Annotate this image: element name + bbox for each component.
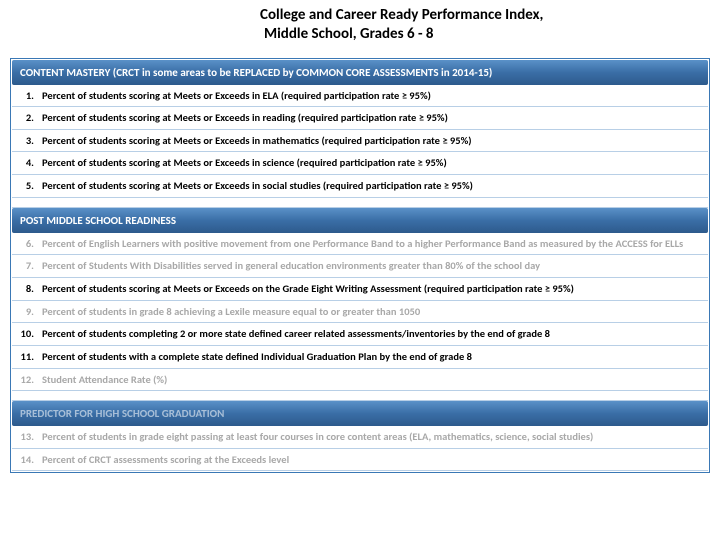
item-text: Percent of students scoring at Meets or … [42, 156, 702, 170]
section-header-predictor: PREDICTOR FOR HIGH SCHOOL GRADUATION [12, 401, 708, 426]
item-number: 14. [14, 453, 42, 467]
section-header-content-mastery: CONTENT MASTERY (CRCT in some areas to b… [12, 60, 708, 85]
item-number: 2. [14, 111, 42, 125]
item-number: 6. [14, 237, 42, 251]
list-item: 8. Percent of students scoring at Meets … [12, 278, 708, 301]
item-number: 13. [14, 430, 42, 444]
item-text: Percent of CRCT assessments scoring at t… [42, 453, 702, 467]
list-item: 9. Percent of students in grade 8 achiev… [12, 301, 708, 324]
list-item: 5. Percent of students scoring at Meets … [12, 175, 708, 198]
item-number: 4. [14, 156, 42, 170]
item-number: 10. [14, 327, 42, 341]
item-number: 1. [14, 89, 42, 103]
list-item: 1. Percent of students scoring at Meets … [12, 85, 708, 108]
list-item: 6. Percent of English Learners with posi… [12, 233, 708, 256]
item-number: 11. [14, 350, 42, 364]
item-text: Percent of students completing 2 or more… [42, 327, 702, 341]
list-item: 11. Percent of students with a complete … [12, 346, 708, 369]
item-number: 5. [14, 179, 42, 193]
item-number: 9. [14, 305, 42, 319]
item-text: Percent of students scoring at Meets or … [42, 89, 702, 103]
item-text: Percent of students with a complete stat… [42, 350, 702, 364]
item-text: Percent of students scoring at Meets or … [42, 282, 702, 296]
page-title: College and Career Ready Performance Ind… [0, 0, 720, 44]
item-number: 3. [14, 134, 42, 148]
content-wrap: CONTENT MASTERY (CRCT in some areas to b… [0, 44, 720, 474]
title-line2: Middle School, Grades 6 - 8 [260, 25, 720, 44]
title-line1: College and Career Ready Performance Ind… [260, 6, 720, 25]
section-header-post-readiness: POST MIDDLE SCHOOL READINESS [12, 208, 708, 233]
item-number: 12. [14, 373, 42, 387]
list-item: 4. Percent of students scoring at Meets … [12, 152, 708, 175]
list-item: 13. Percent of students in grade eight p… [12, 426, 708, 449]
item-number: 7. [14, 259, 42, 273]
outer-box: CONTENT MASTERY (CRCT in some areas to b… [10, 58, 710, 474]
item-text: Percent of Students With Disabilities se… [42, 259, 702, 273]
item-number: 8. [14, 282, 42, 296]
list-item: 3. Percent of students scoring at Meets … [12, 130, 708, 153]
item-text: Percent of students scoring at Meets or … [42, 111, 702, 125]
item-text: Percent of students in grade 8 achieving… [42, 305, 702, 319]
item-text: Percent of English Learners with positiv… [42, 237, 702, 251]
item-text: Percent of students in grade eight passi… [42, 430, 702, 444]
spacer-row [12, 198, 708, 208]
list-item: 7. Percent of Students With Disabilities… [12, 255, 708, 278]
list-item: 2. Percent of students scoring at Meets … [12, 107, 708, 130]
item-text: Percent of students scoring at Meets or … [42, 179, 702, 193]
list-item: 14. Percent of CRCT assessments scoring … [12, 449, 708, 472]
spacer-row [12, 391, 708, 401]
item-text: Percent of students scoring at Meets or … [42, 134, 702, 148]
list-item: 10. Percent of students completing 2 or … [12, 323, 708, 346]
item-text: Student Attendance Rate (%) [42, 373, 702, 387]
list-item: 12. Student Attendance Rate (%) [12, 369, 708, 392]
